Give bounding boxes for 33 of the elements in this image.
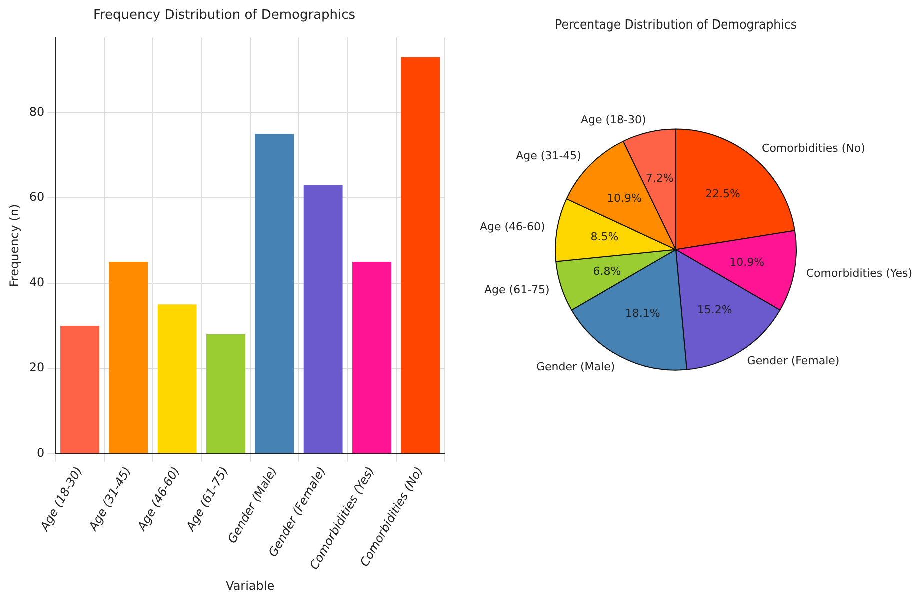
data-label: 10.9% (606, 192, 642, 205)
slice-label: Age (31-45) (516, 150, 582, 163)
slice-label: Comorbidities (No) (762, 142, 866, 155)
bar (352, 262, 392, 454)
y-tick-label: 80 (29, 104, 45, 119)
data-label: 8.5% (590, 230, 619, 244)
data-label: 10.9% (730, 256, 765, 269)
bar (206, 334, 246, 454)
slice-label: Age (61-75) (484, 283, 550, 296)
bar (60, 326, 100, 454)
bar (255, 134, 294, 454)
slice-label: Age (46-60) (480, 220, 546, 234)
bar (304, 185, 343, 454)
y-tick-label: 60 (29, 190, 45, 204)
bar (109, 262, 148, 454)
slice-label: Comorbidities (Yes) (806, 266, 912, 280)
data-label: 18.1% (625, 306, 660, 320)
bar (401, 57, 440, 454)
data-label: 7.2% (646, 172, 674, 186)
data-label: 6.8% (593, 264, 622, 278)
chart-title: Frequency Distribution of Demographics (93, 8, 356, 24)
data-label: 22.5% (705, 188, 740, 201)
y-tick-label: 40 (29, 275, 45, 290)
y-tick-label: 0 (37, 446, 45, 460)
y-axis-title: Frequency (n) (7, 204, 22, 288)
data-label: 15.2% (697, 304, 732, 317)
chart-title: Percentage Distribution of Demographics (555, 18, 797, 32)
slice-label: Age (18-30) (580, 113, 646, 126)
bar (158, 304, 197, 454)
x-axis-title: Variable (226, 578, 275, 593)
y-tick-label: 20 (29, 360, 45, 375)
slice-label: Gender (Female) (747, 354, 840, 368)
slice-label: Gender (Male) (536, 360, 616, 374)
